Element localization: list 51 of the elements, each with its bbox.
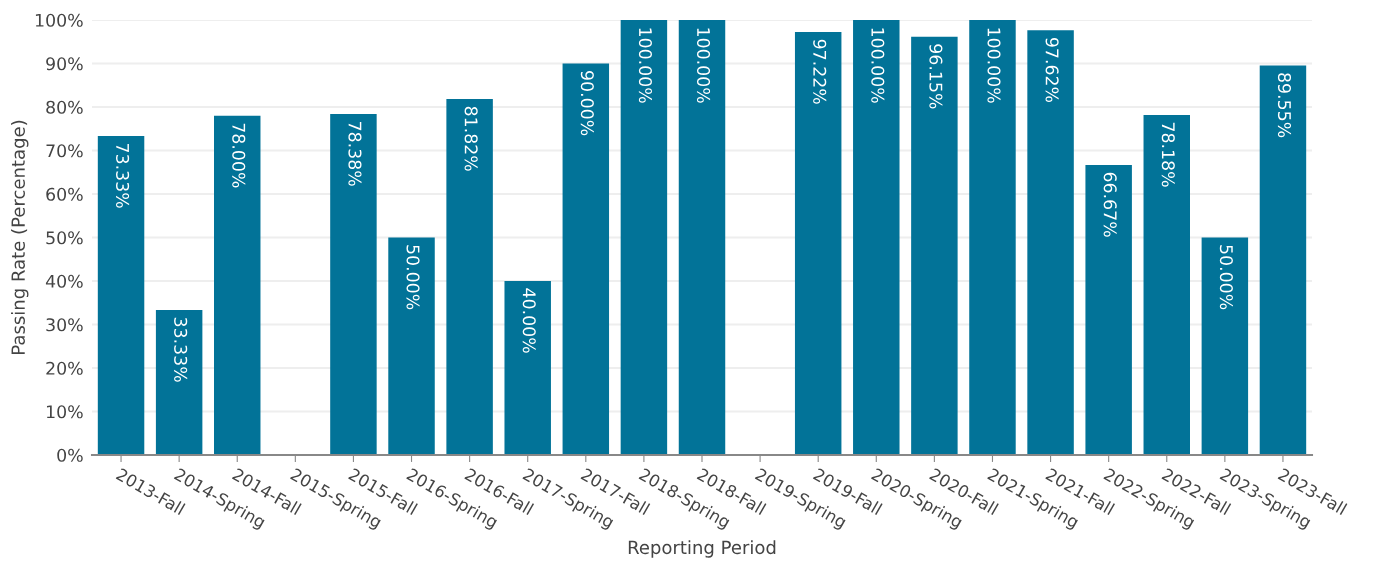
bar: [97, 136, 145, 455]
bar: [446, 99, 493, 455]
data-label: 100.00%: [871, 28, 885, 103]
y-tick-label: 60%: [46, 187, 83, 201]
data-label: 97.62%: [1045, 37, 1059, 103]
bar: [1027, 30, 1074, 455]
bar: [678, 20, 726, 455]
data-label: 100.00%: [987, 28, 1001, 103]
data-label: 96.15%: [929, 44, 943, 109]
data-label: 40.00%: [522, 288, 536, 353]
x-axis-title: Reporting Period: [628, 540, 776, 558]
bar: [853, 20, 900, 455]
data-label: 73.33%: [116, 143, 130, 208]
y-tick-label: 100%: [35, 13, 83, 27]
data-label: 50.00%: [406, 245, 420, 310]
bar: [794, 32, 842, 455]
data-label: 97.22%: [813, 39, 827, 104]
bar: [620, 20, 668, 455]
bar: [388, 237, 435, 455]
y-tick-label: 70%: [46, 144, 83, 158]
y-tick-label: 80%: [46, 100, 83, 114]
bar: [562, 63, 610, 455]
y-tick-label: 50%: [46, 231, 83, 245]
data-label: 78.18%: [1161, 122, 1175, 187]
bar: [155, 310, 203, 455]
bar: [330, 114, 377, 455]
data-label: 50.00%: [1219, 245, 1233, 310]
data-label: 66.67%: [1103, 172, 1117, 237]
y-tick-label: 30%: [46, 318, 83, 332]
data-label: 100.00%: [696, 28, 711, 103]
bar: [1085, 164, 1132, 455]
y-tick-label: 20%: [46, 361, 83, 375]
bar: [911, 36, 958, 455]
bar: [969, 20, 1016, 455]
bar: [504, 281, 551, 455]
data-label: 78.38%: [348, 122, 362, 186]
data-label: 100.00%: [638, 28, 652, 103]
bar: [1143, 114, 1190, 455]
data-label: 90.00%: [580, 71, 594, 136]
y-tick-label: 40%: [45, 274, 83, 288]
y-tick-label: 10%: [46, 405, 83, 419]
y-axis-title: Passing Rate (Percentage): [11, 120, 29, 354]
data-label: 89.55%: [1277, 73, 1292, 138]
bar: [1259, 65, 1307, 455]
bar: [214, 115, 261, 455]
data-label: 33.33%: [174, 317, 188, 382]
bar: [1201, 237, 1249, 455]
data-label: 81.82%: [464, 106, 478, 171]
y-tick-label: 0%: [57, 448, 83, 462]
data-label: 78.00%: [232, 123, 246, 188]
y-tick-label: 90%: [46, 57, 83, 71]
